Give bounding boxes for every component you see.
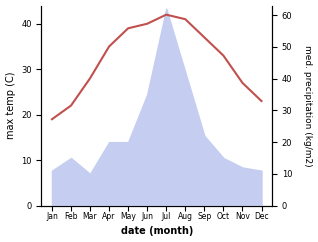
X-axis label: date (month): date (month): [121, 227, 193, 236]
Y-axis label: max temp (C): max temp (C): [5, 72, 16, 139]
Y-axis label: med. precipitation (kg/m2): med. precipitation (kg/m2): [303, 45, 313, 166]
